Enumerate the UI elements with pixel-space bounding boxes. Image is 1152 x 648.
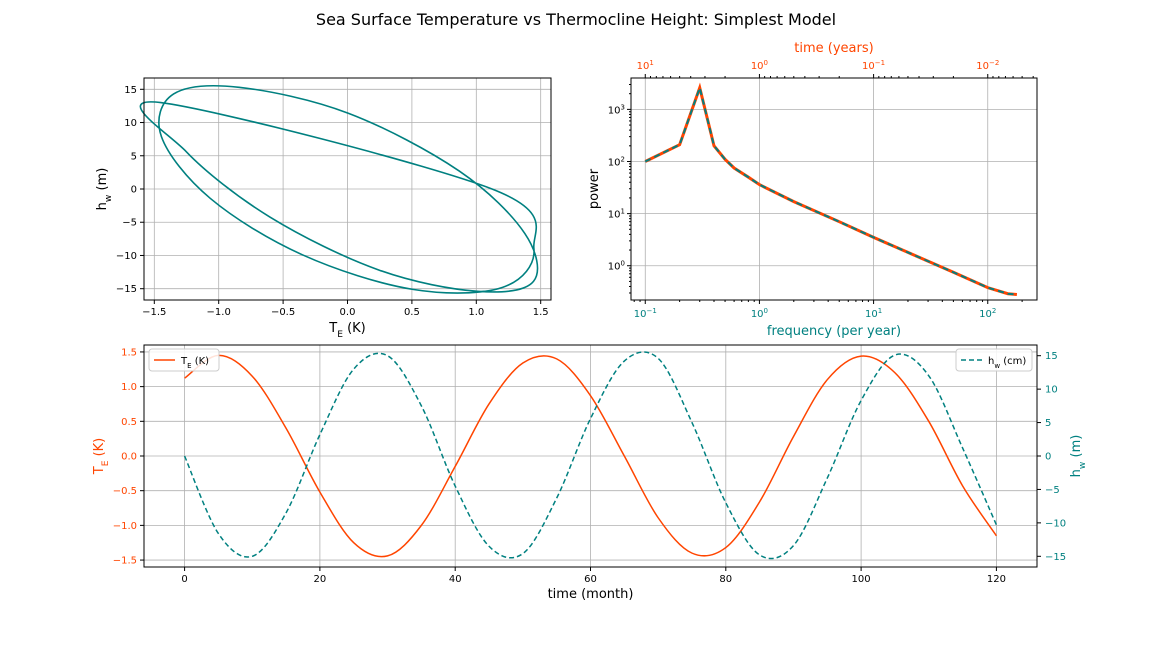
phase-xtick-label: 0.0 xyxy=(340,307,356,318)
phase-trajectory-line xyxy=(139,84,539,294)
phase-xtick-label: −1.0 xyxy=(207,307,231,318)
phase-xtick-label: 1.0 xyxy=(468,307,484,318)
phase-xtick-label: −1.5 xyxy=(142,307,166,318)
phase-plot-frame xyxy=(143,77,552,301)
ts-ytick-label: −0.5 xyxy=(113,486,137,497)
ts-ylabel-right: hw (m) xyxy=(1069,435,1088,478)
spectrum-top-tick-label: 100 xyxy=(751,59,768,72)
ts-te-line xyxy=(184,354,998,558)
spectrum-xtick-label: 10−1 xyxy=(634,307,657,320)
spectrum-ytick-label: 100 xyxy=(608,260,625,273)
phase-xtick-label: −0.5 xyxy=(271,307,295,318)
phase-ytick-label: 15 xyxy=(124,85,137,96)
ts-ylabel: TE (K) xyxy=(92,438,111,476)
phase-xlabel: TE (K) xyxy=(328,321,366,340)
ts-ytick-right-label: −15 xyxy=(1045,552,1066,563)
ts-legend-right-box xyxy=(955,348,1033,372)
chart-layer: −1.5 −1.0 −0.5 0.0 0.5 1.0 1.5−15−10−5051015TE… xyxy=(92,41,1088,602)
phase-ylabel: hw (m) xyxy=(95,168,114,211)
ts-ytick-label: −1.5 xyxy=(113,556,137,567)
ts-xlabel: time (month) xyxy=(548,587,634,602)
phase-ytick-label: −5 xyxy=(122,218,137,229)
spectrum-xtick-label: 102 xyxy=(979,307,996,320)
ts-ytick-right-label: −10 xyxy=(1045,518,1066,529)
ts-xtick-label: 40 xyxy=(449,574,462,585)
phase-xtick-label: 1.5 xyxy=(533,307,549,318)
spectrum-xtick-label: 100 xyxy=(751,307,768,320)
ts-plot-frame xyxy=(143,344,1038,568)
spectrum-power-dashed-line xyxy=(644,84,1017,296)
ts-legend-left-box xyxy=(148,348,220,372)
ts-ytick-label: 1.5 xyxy=(121,347,137,358)
ts-xtick-label: 100 xyxy=(852,574,871,585)
ts-xtick-label: 60 xyxy=(584,574,597,585)
ts-legend-left-label: TE (K) xyxy=(180,356,209,370)
figure-title: Sea Surface Temperature vs Thermocline H… xyxy=(316,10,836,29)
spectrum-ytick-label: 102 xyxy=(608,155,625,168)
phase-ytick-label: 0 xyxy=(131,185,137,196)
spectrum-ytick-label: 101 xyxy=(608,208,625,221)
spectrum-power-line xyxy=(644,82,1018,297)
spectrum-top-tick-label: 10−1 xyxy=(862,59,885,72)
ts-ytick-label: −1.0 xyxy=(113,521,137,532)
spectrum-ytick-label: 103 xyxy=(608,103,625,116)
ts-ytick-right-label: −5 xyxy=(1045,485,1060,496)
ts-xtick-label: 80 xyxy=(719,574,732,585)
ts-ytick-label: 0.5 xyxy=(121,417,137,428)
ts-ytick-right-label: 10 xyxy=(1045,385,1058,396)
ts-ytick-right-label: 0 xyxy=(1045,452,1051,463)
spectrum-xtick-label: 101 xyxy=(865,307,882,320)
spectrum-ylabel: power xyxy=(587,168,602,209)
phase-ytick-label: −15 xyxy=(116,284,137,295)
phase-ytick-label: 5 xyxy=(131,151,137,162)
phase-xtick-label: 0.5 xyxy=(404,307,420,318)
ts-ytick-label: 1.0 xyxy=(121,382,137,393)
ts-legend-right-label: hw (cm) xyxy=(988,356,1026,370)
ts-xtick-label: 20 xyxy=(314,574,327,585)
ts-ytick-right-label: 5 xyxy=(1045,418,1051,429)
ts-ytick-label: 0.0 xyxy=(121,452,137,463)
spectrum-top-tick-label: 10−2 xyxy=(976,59,999,72)
ts-xtick-label: 120 xyxy=(987,574,1006,585)
ts-xtick-label: 0 xyxy=(181,574,187,585)
phase-ytick-label: −10 xyxy=(116,251,137,262)
phase-ytick-label: 10 xyxy=(124,118,137,129)
spectrum-top-xlabel: time (years) xyxy=(794,41,873,56)
spectrum-xlabel: frequency (per year) xyxy=(767,324,901,339)
spectrum-top-tick-label: 101 xyxy=(637,59,654,72)
ts-ytick-right-label: 15 xyxy=(1045,351,1058,362)
spectrum-plot-frame xyxy=(630,77,1038,301)
